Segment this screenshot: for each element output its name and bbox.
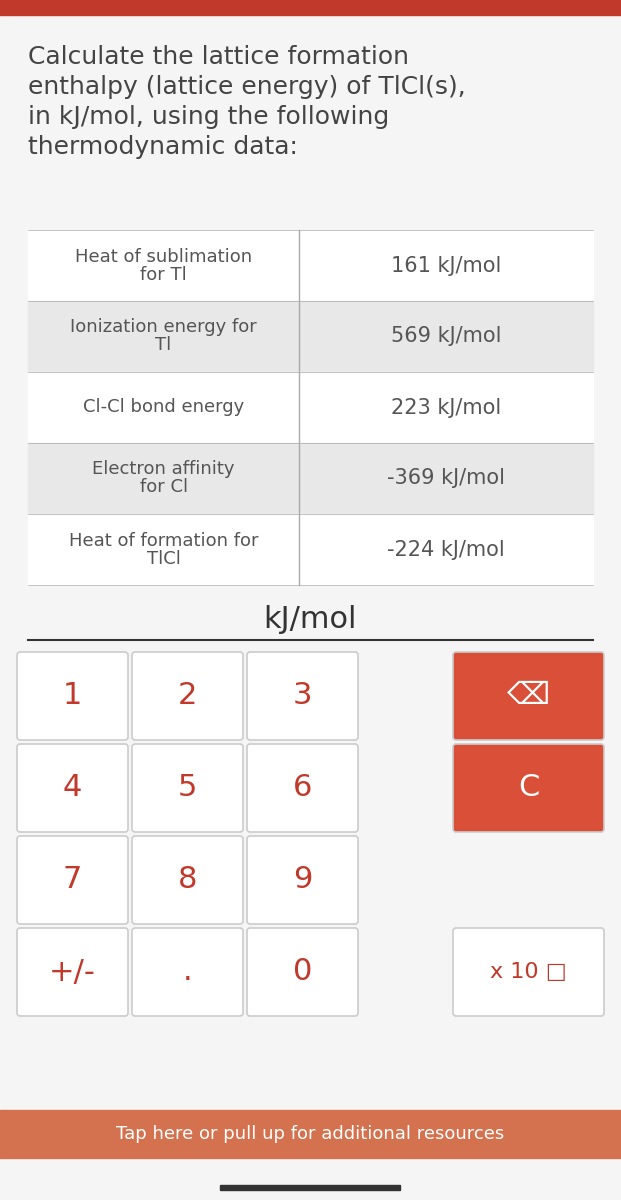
Text: 5: 5 bbox=[178, 774, 197, 803]
Text: Tap here or pull up for additional resources: Tap here or pull up for additional resou… bbox=[116, 1126, 504, 1142]
Text: in kJ/mol, using the following: in kJ/mol, using the following bbox=[28, 104, 389, 128]
FancyBboxPatch shape bbox=[17, 836, 128, 924]
Text: 0: 0 bbox=[293, 958, 312, 986]
Text: ⌫: ⌫ bbox=[507, 682, 550, 710]
Bar bbox=[28, 230, 593, 301]
Text: Heat of sublimation: Heat of sublimation bbox=[75, 247, 252, 265]
FancyBboxPatch shape bbox=[247, 836, 358, 924]
FancyBboxPatch shape bbox=[17, 744, 128, 832]
Bar bbox=[28, 372, 593, 443]
FancyBboxPatch shape bbox=[132, 652, 243, 740]
Text: enthalpy (lattice energy) of TlCl(s),: enthalpy (lattice energy) of TlCl(s), bbox=[28, 74, 466, 98]
Text: Tl: Tl bbox=[155, 336, 172, 354]
FancyBboxPatch shape bbox=[247, 652, 358, 740]
Text: Heat of formation for: Heat of formation for bbox=[69, 532, 258, 550]
Text: 2: 2 bbox=[178, 682, 197, 710]
FancyBboxPatch shape bbox=[17, 928, 128, 1016]
Bar bbox=[0, 1110, 621, 1158]
FancyBboxPatch shape bbox=[453, 652, 604, 740]
Text: for Cl: for Cl bbox=[140, 479, 188, 497]
FancyBboxPatch shape bbox=[132, 744, 243, 832]
FancyBboxPatch shape bbox=[132, 928, 243, 1016]
Text: Ionization energy for: Ionization energy for bbox=[70, 318, 257, 336]
Text: 8: 8 bbox=[178, 865, 197, 894]
Text: 9: 9 bbox=[293, 865, 312, 894]
Text: .: . bbox=[183, 958, 193, 986]
Text: TlCl: TlCl bbox=[147, 550, 181, 568]
Bar bbox=[28, 301, 593, 372]
Text: Cl-Cl bond energy: Cl-Cl bond energy bbox=[83, 398, 244, 416]
Text: Calculate the lattice formation: Calculate the lattice formation bbox=[28, 44, 409, 68]
Bar bbox=[0, 590, 621, 1160]
Bar bbox=[0, 0, 621, 14]
Text: x 10 □: x 10 □ bbox=[490, 962, 567, 982]
Text: -369 kJ/mol: -369 kJ/mol bbox=[387, 468, 505, 488]
Text: for Tl: for Tl bbox=[140, 265, 187, 283]
Bar bbox=[28, 443, 593, 514]
Text: 6: 6 bbox=[293, 774, 312, 803]
FancyBboxPatch shape bbox=[453, 744, 604, 832]
Text: Electron affinity: Electron affinity bbox=[93, 461, 235, 479]
Text: kJ/mol: kJ/mol bbox=[263, 606, 356, 635]
Text: 3: 3 bbox=[292, 682, 312, 710]
Text: thermodynamic data:: thermodynamic data: bbox=[28, 134, 298, 158]
Bar bbox=[220, 1186, 400, 1190]
FancyBboxPatch shape bbox=[132, 836, 243, 924]
Text: +/-: +/- bbox=[49, 958, 96, 986]
Bar bbox=[28, 514, 593, 584]
Text: 161 kJ/mol: 161 kJ/mol bbox=[391, 256, 501, 276]
Text: C: C bbox=[518, 774, 539, 803]
Text: 4: 4 bbox=[63, 774, 82, 803]
FancyBboxPatch shape bbox=[247, 928, 358, 1016]
Text: 1: 1 bbox=[63, 682, 82, 710]
FancyBboxPatch shape bbox=[453, 928, 604, 1016]
FancyBboxPatch shape bbox=[17, 652, 128, 740]
Text: 7: 7 bbox=[63, 865, 82, 894]
FancyBboxPatch shape bbox=[247, 744, 358, 832]
Text: -224 kJ/mol: -224 kJ/mol bbox=[388, 540, 505, 559]
Text: 223 kJ/mol: 223 kJ/mol bbox=[391, 397, 501, 418]
Text: 569 kJ/mol: 569 kJ/mol bbox=[391, 326, 501, 347]
